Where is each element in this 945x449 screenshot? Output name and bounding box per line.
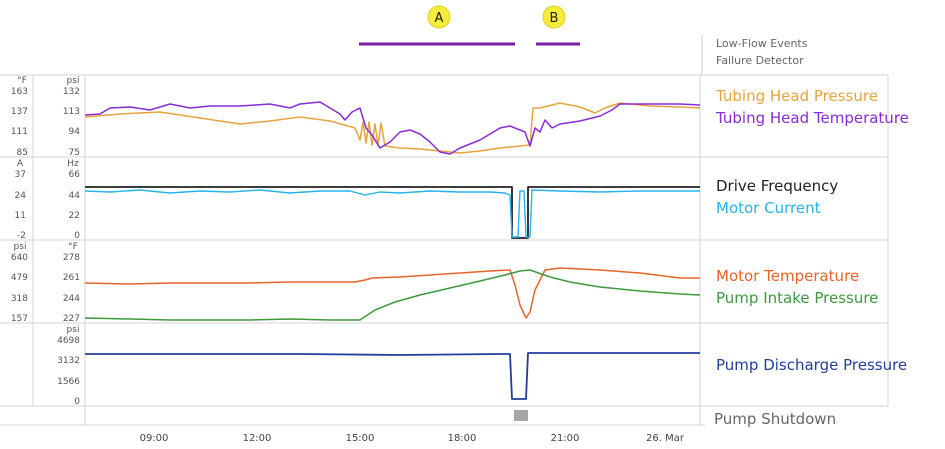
panel-3-right-tick: 278 bbox=[63, 253, 80, 263]
marker-b[interactable]: B bbox=[542, 5, 566, 29]
panel-2-left-tick: 11 bbox=[15, 211, 26, 221]
panel-4-right-tick: 0 bbox=[74, 397, 80, 407]
tubing-head-temperature-line[interactable] bbox=[84, 101, 701, 155]
panel-1-right-tick: 94 bbox=[69, 127, 81, 137]
panel-3-left-tick: 640 bbox=[11, 253, 28, 263]
panel-2-right-tick: 66 bbox=[69, 170, 81, 180]
panel-1-axes: °F 163 137 111 85 psi 132 113 94 75 bbox=[11, 76, 80, 158]
time-tick-label: 09:00 bbox=[140, 433, 169, 444]
failure-detector-label: Failure Detector bbox=[716, 54, 804, 67]
panel-2-right-tick: 22 bbox=[69, 211, 80, 221]
legends: Tubing Head Pressure Tubing Head Tempera… bbox=[715, 87, 909, 374]
panel-4-right-tick: 4698 bbox=[57, 336, 80, 346]
panel-4-right-tick: 1566 bbox=[57, 377, 80, 387]
marker-a-circle bbox=[427, 5, 451, 29]
panel-3-right-tick: 227 bbox=[63, 314, 80, 324]
panel-1-left-unit: °F bbox=[17, 76, 27, 86]
marker-a-label: A bbox=[435, 11, 444, 26]
low-flow-events-label: Low-Flow Events bbox=[716, 37, 808, 50]
panel-1-left-tick: 137 bbox=[11, 107, 28, 117]
panel-4-axes: psi 4698 3132 1566 0 bbox=[57, 325, 80, 407]
event-rows: Low-Flow Events Failure Detector bbox=[359, 35, 808, 75]
panel-frames bbox=[0, 74, 889, 426]
panel-3-left-unit: psi bbox=[14, 242, 27, 252]
panel-1-right-unit: psi bbox=[67, 76, 80, 86]
legend-pump-intake-pressure[interactable]: Pump Intake Pressure bbox=[716, 289, 878, 307]
panel-3-left-tick: 479 bbox=[11, 273, 28, 283]
pump-intake-pressure-line[interactable] bbox=[84, 269, 701, 321]
panel-1-right-tick: 75 bbox=[69, 148, 80, 158]
pump-shutdown-marker[interactable] bbox=[514, 410, 528, 421]
panel-1-left-tick: 111 bbox=[11, 127, 28, 137]
panel-2-axes: A 37 24 11 -2 Hz 66 44 22 0 bbox=[15, 159, 81, 241]
time-tick-label: 15:00 bbox=[346, 433, 375, 444]
panel-2-right-unit: Hz bbox=[67, 159, 79, 169]
panel-2-left-unit: A bbox=[17, 159, 24, 169]
panel-1-left-tick: 163 bbox=[11, 87, 28, 97]
panel-2-right-tick: 44 bbox=[69, 191, 81, 201]
panel-2-left-tick: 37 bbox=[15, 170, 26, 180]
panel-3-right-tick: 261 bbox=[63, 273, 80, 283]
panel-2-right-tick: 0 bbox=[74, 231, 80, 241]
panel-4-right-unit: psi bbox=[67, 325, 80, 335]
marker-b-label: B bbox=[550, 11, 559, 26]
panel-3-right-tick: 244 bbox=[63, 294, 80, 304]
legend-tubing-head-temperature[interactable]: Tubing Head Temperature bbox=[715, 109, 909, 127]
legend-drive-frequency[interactable]: Drive Frequency bbox=[716, 177, 838, 195]
marker-b-circle bbox=[542, 5, 566, 29]
legend-pump-discharge-pressure[interactable]: Pump Discharge Pressure bbox=[716, 356, 907, 374]
panel-1-left-tick: 85 bbox=[17, 148, 28, 158]
pump-discharge-pressure-line[interactable] bbox=[85, 352, 700, 400]
panel-1-series bbox=[84, 101, 701, 155]
panel-4-series bbox=[85, 352, 700, 400]
time-tick-label: 21:00 bbox=[551, 433, 580, 444]
drive-frequency-line[interactable] bbox=[85, 186, 700, 239]
legend-tubing-head-pressure[interactable]: Tubing Head Pressure bbox=[715, 87, 878, 105]
motor-current-line[interactable] bbox=[84, 189, 700, 238]
panel-3-axes: psi 640 479 318 157 °F 278 261 244 227 bbox=[11, 242, 80, 324]
pump-shutdown-label: Pump Shutdown bbox=[714, 410, 836, 428]
event-markers: A B bbox=[427, 5, 566, 29]
panel-2-series bbox=[84, 186, 700, 239]
legend-motor-current[interactable]: Motor Current bbox=[716, 199, 821, 217]
legend-motor-temperature[interactable]: Motor Temperature bbox=[716, 267, 859, 285]
motor-temperature-line[interactable] bbox=[84, 267, 700, 319]
panel-2-left-tick: 24 bbox=[15, 191, 27, 201]
time-tick-label: 12:00 bbox=[243, 433, 272, 444]
panel-1-right-tick: 113 bbox=[63, 107, 80, 117]
panel-3-left-tick: 157 bbox=[11, 314, 28, 324]
time-tick-label: 26. Mar bbox=[646, 433, 685, 444]
pump-shutdown-row: Pump Shutdown bbox=[514, 410, 836, 428]
panel-3-left-tick: 318 bbox=[11, 294, 28, 304]
time-axis: 09:00 12:00 15:00 18:00 21:00 26. Mar bbox=[140, 433, 685, 444]
panel-3-series bbox=[84, 267, 701, 321]
time-tick-label: 18:00 bbox=[448, 433, 477, 444]
panel-3-right-unit: °F bbox=[68, 242, 78, 252]
panel-2-left-tick: -2 bbox=[17, 231, 26, 241]
panel-4-right-tick: 3132 bbox=[57, 356, 80, 366]
tubing-head-pressure-line[interactable] bbox=[84, 102, 701, 154]
marker-a[interactable]: A bbox=[427, 5, 451, 29]
panel-1-right-tick: 132 bbox=[63, 87, 80, 97]
